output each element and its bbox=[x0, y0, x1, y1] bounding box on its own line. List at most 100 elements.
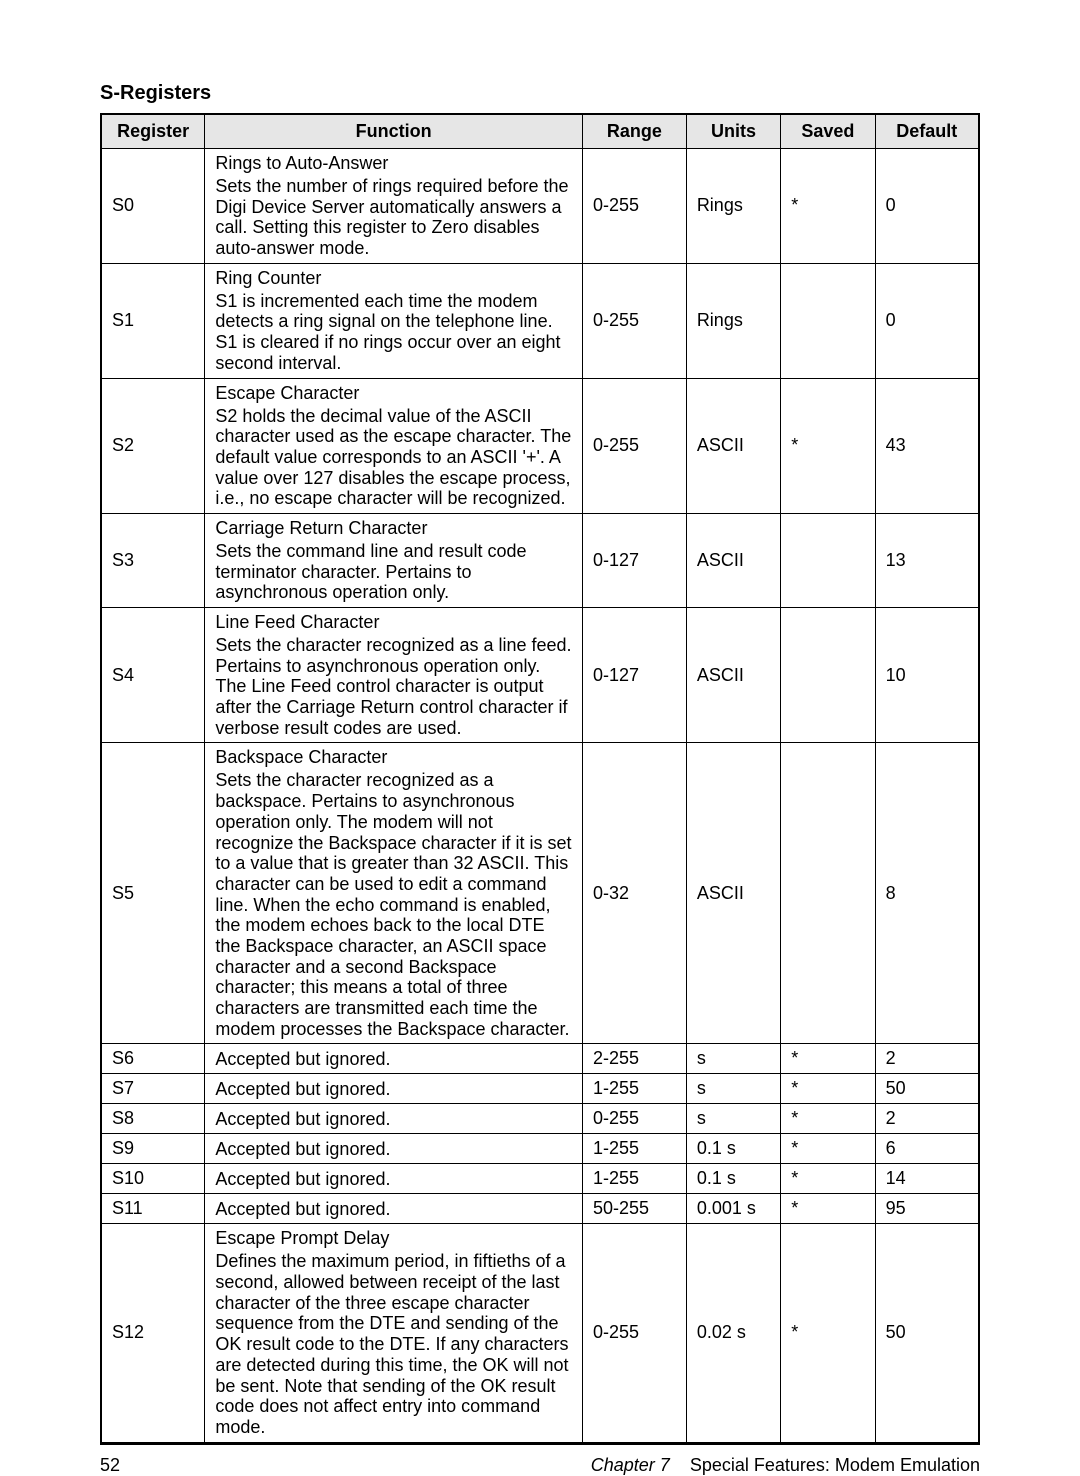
cell-saved: * bbox=[781, 1134, 875, 1164]
function-desc: Sets the character recognized as a line … bbox=[215, 635, 572, 738]
cell-units: 0.02 s bbox=[686, 1224, 780, 1443]
chapter-label: Chapter 7 bbox=[591, 1455, 670, 1475]
table-body: S0Rings to Auto-AnswerSets the number of… bbox=[101, 149, 979, 1443]
cell-range: 50-255 bbox=[582, 1194, 686, 1224]
cell-register: S10 bbox=[101, 1164, 205, 1194]
cell-units: s bbox=[686, 1074, 780, 1104]
page-number: 52 bbox=[100, 1455, 120, 1476]
col-register: Register bbox=[101, 114, 205, 149]
function-title: Carriage Return Character bbox=[215, 518, 572, 539]
cell-range: 1-255 bbox=[582, 1074, 686, 1104]
cell-units: ASCII bbox=[686, 608, 780, 743]
cell-default: 50 bbox=[875, 1224, 979, 1443]
table-row: S10Accepted but ignored.1-2550.1 s*14 bbox=[101, 1164, 979, 1194]
cell-default: 14 bbox=[875, 1164, 979, 1194]
cell-saved bbox=[781, 263, 875, 378]
table-row: S6Accepted but ignored.2-255s*2 bbox=[101, 1044, 979, 1074]
cell-units: 0.1 s bbox=[686, 1164, 780, 1194]
cell-function: Ring CounterS1 is incremented each time … bbox=[205, 263, 583, 378]
cell-range: 0-255 bbox=[582, 1104, 686, 1134]
cell-saved: * bbox=[781, 1074, 875, 1104]
col-default: Default bbox=[875, 114, 979, 149]
table-row: S7Accepted but ignored.1-255s*50 bbox=[101, 1074, 979, 1104]
table-row: S8Accepted but ignored.0-255s*2 bbox=[101, 1104, 979, 1134]
cell-function: Escape Prompt DelayDefines the maximum p… bbox=[205, 1224, 583, 1443]
chapter-title: Special Features: Modem Emulation bbox=[690, 1455, 980, 1475]
cell-saved: * bbox=[781, 1044, 875, 1074]
cell-saved bbox=[781, 743, 875, 1044]
cell-saved: * bbox=[781, 149, 875, 264]
table-row: S1Ring CounterS1 is incremented each tim… bbox=[101, 263, 979, 378]
cell-register: S6 bbox=[101, 1044, 205, 1074]
function-desc: Accepted but ignored. bbox=[215, 1109, 572, 1130]
function-title: Escape Character bbox=[215, 383, 572, 404]
cell-default: 50 bbox=[875, 1074, 979, 1104]
cell-default: 2 bbox=[875, 1044, 979, 1074]
cell-register: S12 bbox=[101, 1224, 205, 1443]
cell-register: S4 bbox=[101, 608, 205, 743]
page-footer: 52 Chapter 7 Special Features: Modem Emu… bbox=[100, 1444, 980, 1476]
cell-register: S1 bbox=[101, 263, 205, 378]
cell-default: 13 bbox=[875, 513, 979, 607]
cell-function: Accepted but ignored. bbox=[205, 1044, 583, 1074]
function-title: Backspace Character bbox=[215, 747, 572, 768]
table-header-row: Register Function Range Units Saved Defa… bbox=[101, 114, 979, 149]
cell-register: S9 bbox=[101, 1134, 205, 1164]
function-desc: S1 is incremented each time the modem de… bbox=[215, 291, 572, 374]
col-function: Function bbox=[205, 114, 583, 149]
cell-range: 1-255 bbox=[582, 1164, 686, 1194]
cell-saved bbox=[781, 513, 875, 607]
chapter-title-sep bbox=[675, 1455, 690, 1475]
cell-register: S3 bbox=[101, 513, 205, 607]
cell-register: S5 bbox=[101, 743, 205, 1044]
cell-function: Escape CharacterS2 holds the decimal val… bbox=[205, 378, 583, 513]
cell-saved: * bbox=[781, 1164, 875, 1194]
col-units: Units bbox=[686, 114, 780, 149]
cell-default: 43 bbox=[875, 378, 979, 513]
cell-units: s bbox=[686, 1044, 780, 1074]
cell-register: S7 bbox=[101, 1074, 205, 1104]
cell-range: 0-127 bbox=[582, 513, 686, 607]
cell-units: Rings bbox=[686, 149, 780, 264]
cell-range: 0-255 bbox=[582, 1224, 686, 1443]
cell-units: 0.001 s bbox=[686, 1194, 780, 1224]
cell-default: 2 bbox=[875, 1104, 979, 1134]
cell-range: 1-255 bbox=[582, 1134, 686, 1164]
cell-range: 0-32 bbox=[582, 743, 686, 1044]
cell-default: 10 bbox=[875, 608, 979, 743]
cell-range: 0-255 bbox=[582, 263, 686, 378]
table-row: S0Rings to Auto-AnswerSets the number of… bbox=[101, 149, 979, 264]
footer-right: Chapter 7 Special Features: Modem Emulat… bbox=[591, 1455, 980, 1476]
cell-range: 2-255 bbox=[582, 1044, 686, 1074]
cell-register: S2 bbox=[101, 378, 205, 513]
cell-function: Rings to Auto-AnswerSets the number of r… bbox=[205, 149, 583, 264]
table-row: S4 Line Feed CharacterSets the character … bbox=[101, 608, 979, 743]
cell-default: 0 bbox=[875, 149, 979, 264]
function-title: Escape Prompt Delay bbox=[215, 1228, 572, 1249]
function-desc: Defines the maximum period, in fiftieths… bbox=[215, 1251, 572, 1437]
section-title: S-Registers bbox=[100, 82, 980, 105]
function-desc: Sets the character recognized as a backs… bbox=[215, 770, 572, 1039]
function-desc: S2 holds the decimal value of the ASCII … bbox=[215, 406, 572, 509]
page-container: S-Registers Register Function Range Unit… bbox=[0, 0, 1080, 1397]
cell-range: 0-255 bbox=[582, 149, 686, 264]
table-row: S2Escape CharacterS2 holds the decimal v… bbox=[101, 378, 979, 513]
cell-register: S0 bbox=[101, 149, 205, 264]
table-row: S11Accepted but ignored.50-2550.001 s*95 bbox=[101, 1194, 979, 1224]
cell-register: S8 bbox=[101, 1104, 205, 1134]
cell-range: 0-255 bbox=[582, 378, 686, 513]
function-desc: Accepted but ignored. bbox=[215, 1139, 572, 1160]
col-range: Range bbox=[582, 114, 686, 149]
cell-units: ASCII bbox=[686, 743, 780, 1044]
cell-function: Accepted but ignored. bbox=[205, 1074, 583, 1104]
cell-range: 0-127 bbox=[582, 608, 686, 743]
function-title: Line Feed Character bbox=[215, 612, 572, 633]
cell-function: Accepted but ignored. bbox=[205, 1194, 583, 1224]
function-title: Ring Counter bbox=[215, 268, 572, 289]
s-registers-table: Register Function Range Units Saved Defa… bbox=[100, 113, 980, 1444]
cell-saved bbox=[781, 608, 875, 743]
cell-units: 0.1 s bbox=[686, 1134, 780, 1164]
table-header: Register Function Range Units Saved Defa… bbox=[101, 114, 979, 149]
col-saved: Saved bbox=[781, 114, 875, 149]
cell-saved: * bbox=[781, 1104, 875, 1134]
